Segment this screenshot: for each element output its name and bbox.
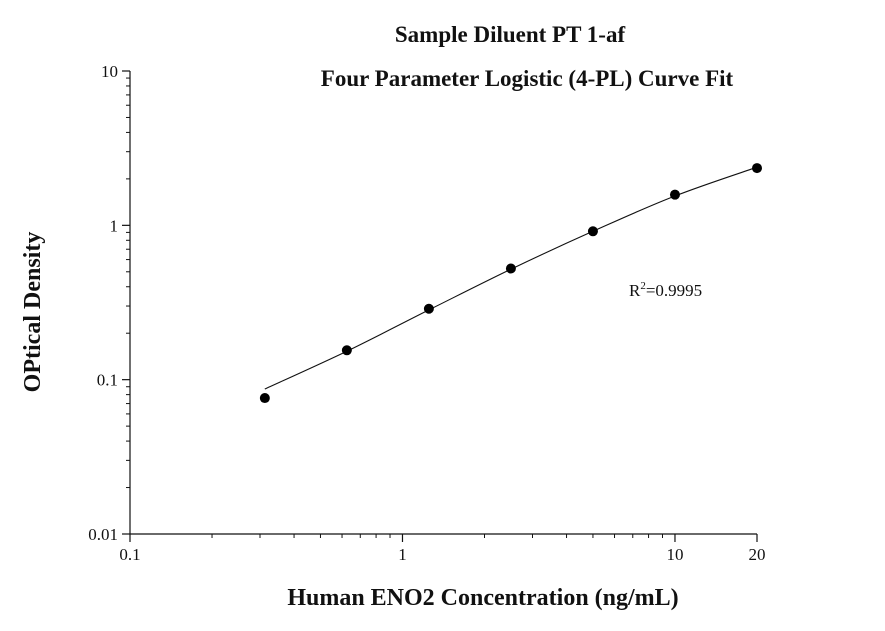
chart-title: Sample Diluent PT 1-af	[395, 22, 626, 47]
x-tick-label: 20	[749, 545, 766, 564]
data-point	[752, 163, 762, 174]
fit-curve	[264, 166, 758, 390]
data-point	[505, 263, 516, 274]
y-tick-label: 0.1	[97, 371, 118, 390]
data-point	[259, 393, 270, 404]
fit-curve-group	[264, 166, 758, 390]
r-squared-annotation: R2=0.9995	[629, 280, 702, 300]
x-tick-label: 0.1	[119, 545, 140, 564]
x-tick-label: 1	[398, 545, 407, 564]
x-tick-label: 10	[666, 545, 683, 564]
r-squared-superscript: 2	[640, 280, 646, 292]
r-squared-value: =0.9995	[646, 281, 702, 300]
data-point	[587, 226, 598, 237]
y-axis-label: OPtical Density	[20, 232, 46, 393]
y-tick-label: 10	[101, 62, 118, 81]
x-axis-label: Human ENO2 Concentration (ng/mL)	[287, 585, 678, 611]
data-points	[259, 163, 762, 404]
data-point	[423, 303, 434, 314]
data-point	[341, 345, 352, 356]
y-tick-label: 1	[110, 216, 119, 235]
y-tick-label: 0.01	[88, 525, 118, 544]
data-point	[669, 189, 680, 200]
r-squared-base: R	[629, 281, 641, 300]
chart-subtitle: Four Parameter Logistic (4-PL) Curve Fit	[321, 66, 734, 91]
